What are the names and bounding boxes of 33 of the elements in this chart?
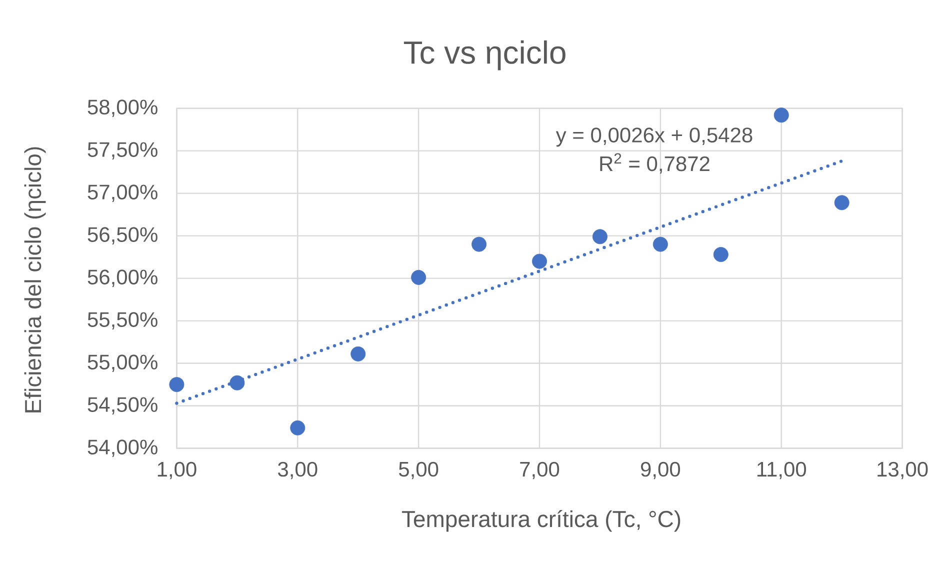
point xyxy=(350,346,366,362)
point xyxy=(411,270,426,285)
point xyxy=(774,108,789,123)
y-tick-label: 57,50% xyxy=(88,142,158,160)
x-tick-label: 3,00 xyxy=(278,462,318,480)
point xyxy=(169,377,184,392)
point xyxy=(290,420,306,436)
y-tick-label: 55,00% xyxy=(88,354,158,372)
x-tick-label: 7,00 xyxy=(520,462,560,480)
point xyxy=(652,236,668,252)
chart-title: Tc vs ηciclo xyxy=(404,40,566,70)
point xyxy=(472,236,487,252)
y-tick-label: 56,50% xyxy=(88,227,158,244)
x-tick-label: 11,00 xyxy=(757,462,806,480)
x-axis-title: Temperatura crítica (Tc, °C) xyxy=(402,510,680,532)
point xyxy=(230,375,245,390)
x-tick-label: 9,00 xyxy=(640,462,680,480)
annotation: y = 0,0026x + 0,5428 xyxy=(556,128,752,147)
x-tick-label: 13,00 xyxy=(878,462,928,480)
point xyxy=(532,254,548,269)
x-tick-label: 5,00 xyxy=(398,462,438,480)
y-tick-label: 54,00% xyxy=(88,440,158,457)
point xyxy=(713,246,728,262)
point xyxy=(592,229,608,244)
x-tick-label: 1,00 xyxy=(158,462,196,480)
annotation: R$^{2}$ = 0,7872 xyxy=(600,153,710,174)
y-tick-label: 54,50% xyxy=(88,397,158,414)
y-axis-title: Eficiencia del ciclo (ηciclo) xyxy=(24,147,46,412)
y-tick-label: 58,00% xyxy=(88,100,158,117)
point xyxy=(834,195,850,210)
y-tick-label: 56,00% xyxy=(88,270,158,287)
y-tick-label: 55,50% xyxy=(88,312,158,330)
y-tick-label: 57,00% xyxy=(88,184,158,202)
